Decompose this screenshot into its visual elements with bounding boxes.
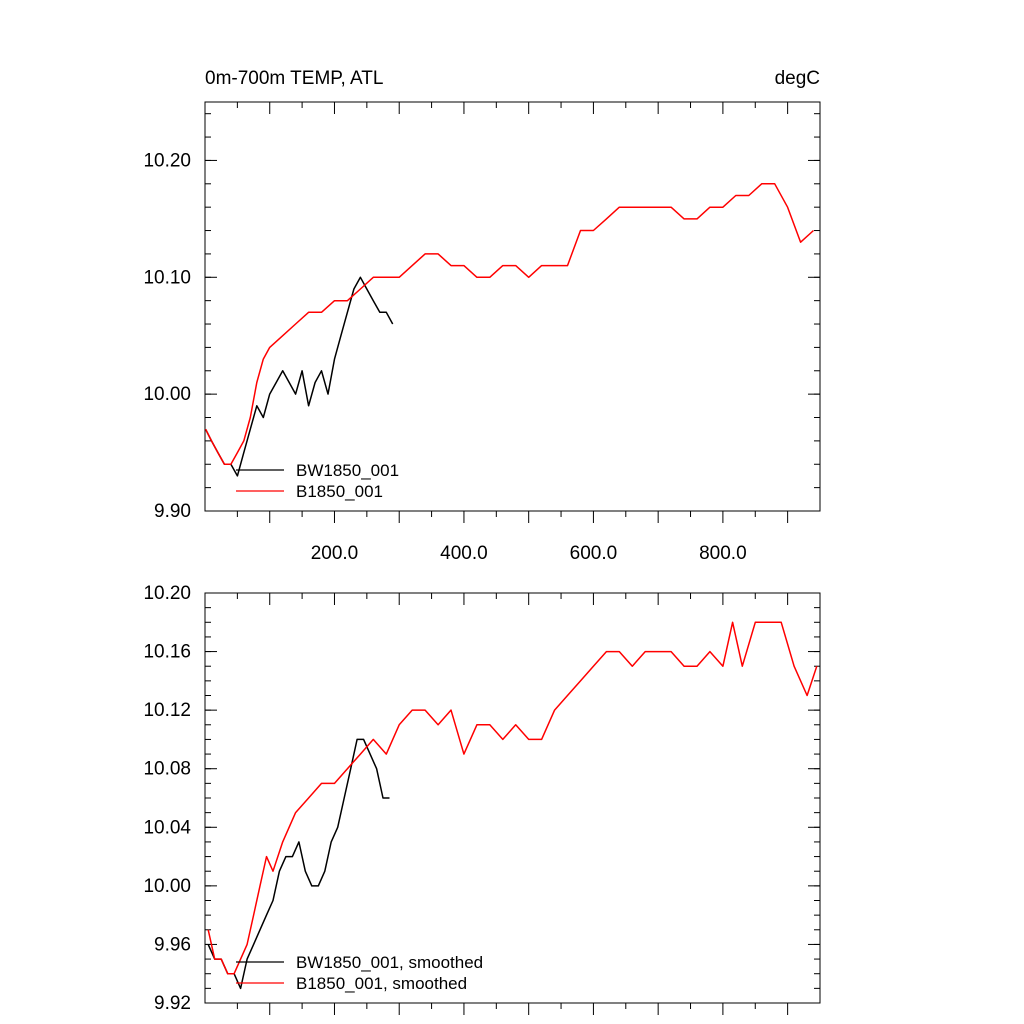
- y-tick-label: 9.92: [154, 993, 191, 1014]
- top-plot-frame: [204, 101, 821, 512]
- y-tick-label: 10.12: [143, 700, 191, 721]
- series-line-b1850-001: [204, 183, 815, 466]
- bottom-panel: 9.92 9.96 10.00 10.04 10.08 10.12 10.16 10.20 B…: [143, 583, 821, 1015]
- top-panel: 0m-700m TEMP, ATL degC 9.90 10.00 10.10 10.…: [143, 68, 821, 564]
- bottom-ticks: 9.92 9.96 10.00 10.04 10.08 10.12 10.16 10.20: [143, 583, 820, 1015]
- top-legend-label-bw: BW1850_001: [296, 461, 399, 480]
- y-tick-label: 10.16: [143, 642, 191, 663]
- x-tick-label: 400.0: [440, 543, 488, 564]
- y-tick-label: 10.00: [143, 384, 191, 405]
- bottom-plot-frame: [204, 592, 821, 1004]
- top-legend-label-b: B1850_001: [296, 482, 383, 501]
- y-tick-label: 10.10: [143, 267, 191, 288]
- y-tick-label: 10.20: [143, 583, 191, 604]
- top-title: 0m-700m TEMP, ATL: [205, 68, 383, 89]
- series-line-bw1850-001-smoothed: [207, 738, 390, 990]
- bottom-series-layer: [207, 621, 818, 990]
- top-units: degC: [775, 68, 820, 89]
- y-tick-label: 9.90: [154, 501, 191, 522]
- x-tick-label: 800.0: [699, 543, 747, 564]
- series-line-bw1850-001: [204, 276, 394, 477]
- top-ticks: 9.90 10.00 10.10 10.20 200.0 400.0 600.0 800.0: [143, 102, 820, 564]
- bottom-legend: BW1850_001, smoothed B1850_001, smoothed: [236, 953, 483, 993]
- y-tick-label: 9.96: [154, 934, 191, 955]
- x-tick-label: 600.0: [570, 543, 618, 564]
- bottom-legend-label-bw: BW1850_001, smoothed: [296, 953, 483, 972]
- x-tick-label: 200.0: [311, 543, 359, 564]
- y-tick-label: 10.04: [143, 817, 191, 838]
- top-series-layer: [204, 183, 815, 477]
- series-line-b1850-001-smoothed: [207, 621, 818, 975]
- y-tick-label: 10.00: [143, 876, 191, 897]
- y-tick-label: 10.20: [143, 150, 191, 171]
- top-legend: BW1850_001 B1850_001: [236, 461, 399, 501]
- bottom-legend-label-b: B1850_001, smoothed: [296, 974, 467, 993]
- y-tick-label: 10.08: [143, 759, 191, 780]
